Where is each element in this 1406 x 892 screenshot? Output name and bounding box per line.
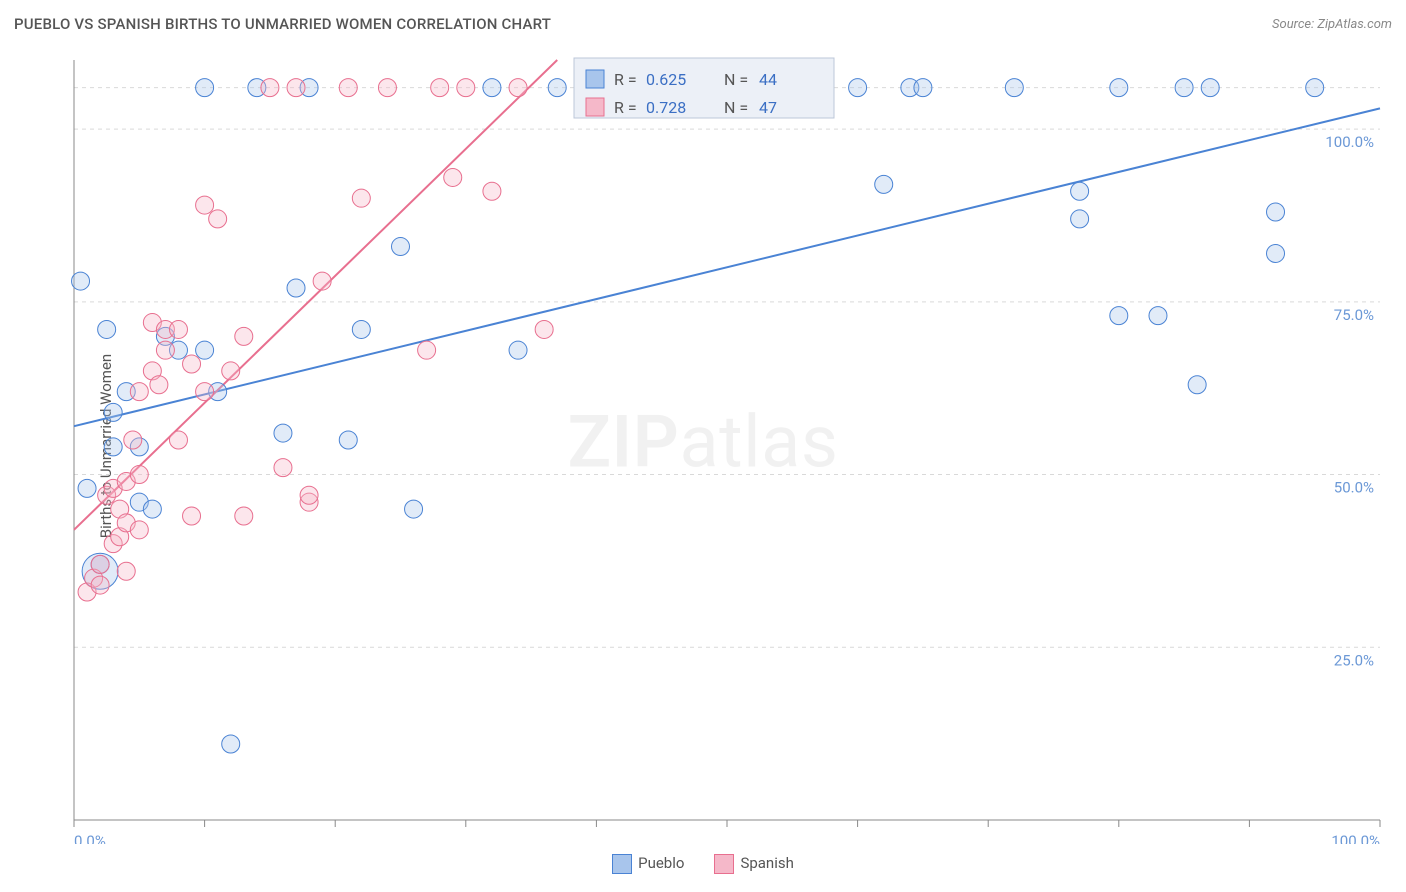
legend-item: Pueblo [612,854,684,874]
scatter-chart: 25.0% 50.0% 75.0% 100.0% 0.0% 100.0% R = 0.625… [14,40,1392,844]
svg-text:47: 47 [759,98,777,117]
svg-text:0.0%: 0.0% [74,832,106,844]
svg-text:100.0%: 100.0% [1331,832,1380,844]
legend-swatch [714,854,734,874]
svg-text:R =: R = [614,70,637,89]
svg-text:0.625: 0.625 [646,70,686,89]
svg-text:N =: N = [724,98,748,117]
svg-text:100.0%: 100.0% [1325,133,1374,151]
svg-text:50.0%: 50.0% [1334,479,1374,497]
svg-text:25.0%: 25.0% [1334,651,1374,669]
legend-swatch [612,854,632,874]
svg-text:0.728: 0.728 [646,98,686,117]
source-label: Source: ZipAtlas.com [1272,17,1392,32]
legend-label: Spanish [740,854,793,872]
svg-text:75.0%: 75.0% [1334,306,1374,324]
svg-text:N =: N = [724,70,748,89]
svg-text:R =: R = [614,98,637,117]
svg-text:44: 44 [759,70,777,89]
legend-item: Spanish [714,854,793,874]
legend-label: Pueblo [638,854,684,872]
chart-title: PUEBLO VS SPANISH BIRTHS TO UNMARRIED WO… [14,15,551,33]
legend-bottom: Pueblo Spanish [0,854,1406,874]
